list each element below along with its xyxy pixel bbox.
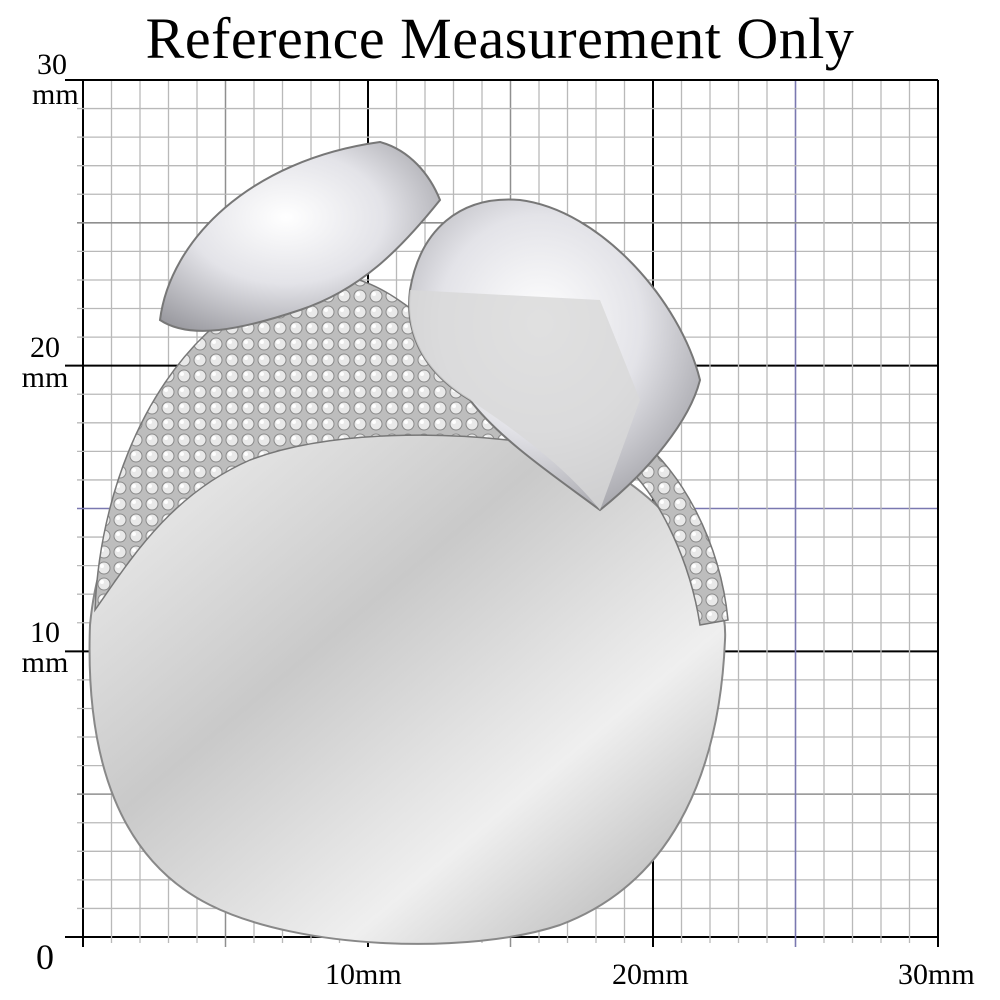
- title: Reference Measurement Only: [145, 6, 855, 71]
- x-label-30: 30mm: [898, 958, 975, 991]
- y-label-unit: mm: [21, 646, 69, 679]
- y-label-value: 10: [30, 616, 60, 649]
- y-label-20: 20 mm: [18, 333, 72, 393]
- y-label-10: 10 mm: [18, 618, 72, 678]
- x-label-10: 10mm: [325, 958, 402, 991]
- x-label-20: 20mm: [612, 958, 689, 991]
- y-label-unit: mm: [21, 361, 69, 394]
- y-label-0: 0: [36, 937, 54, 977]
- y-label-value: 20: [30, 331, 60, 364]
- center-stones: [158, 140, 702, 512]
- y-label-unit: mm: [32, 78, 79, 111]
- y-label-30: 30 mm: [32, 48, 79, 111]
- y-label-value: 30: [37, 48, 67, 81]
